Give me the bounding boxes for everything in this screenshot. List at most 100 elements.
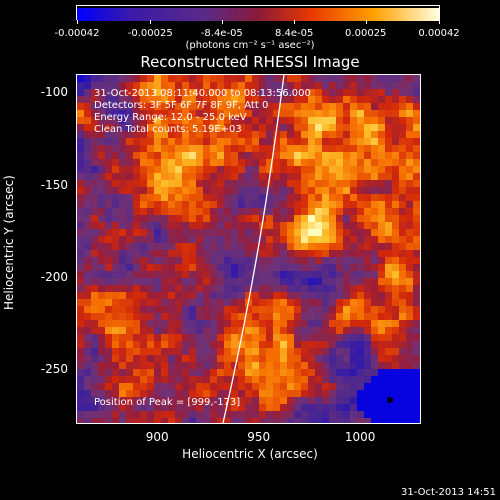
heatmap-cell <box>336 320 343 327</box>
heatmap-cell <box>392 299 399 306</box>
heatmap-cell <box>98 369 105 376</box>
heatmap-cell <box>294 292 301 299</box>
heatmap-cell <box>371 292 378 299</box>
heatmap-cell <box>77 257 84 264</box>
heatmap-cell <box>175 313 182 320</box>
heatmap-cell <box>238 82 245 89</box>
heatmap-cell <box>77 152 84 159</box>
heatmap-cell <box>175 285 182 292</box>
heatmap-cell <box>371 334 378 341</box>
heatmap-cell <box>252 299 259 306</box>
heatmap-cell <box>154 355 161 362</box>
heatmap-cell <box>357 117 364 124</box>
heatmap-cell <box>308 250 315 257</box>
heatmap-cell <box>308 369 315 376</box>
heatmap-cell <box>161 341 168 348</box>
heatmap-cell <box>77 124 84 131</box>
heatmap-cell <box>399 306 406 313</box>
heatmap-cell <box>392 208 399 215</box>
heatmap-cell <box>266 201 273 208</box>
heatmap-cell <box>259 180 266 187</box>
heatmap-cell <box>315 236 322 243</box>
heatmap-cell <box>329 313 336 320</box>
heatmap-cell <box>238 138 245 145</box>
heatmap-cell <box>245 292 252 299</box>
heatmap-cell <box>133 292 140 299</box>
heatmap-cell <box>196 187 203 194</box>
heatmap-cell <box>168 103 175 110</box>
heatmap-cell <box>126 215 133 222</box>
heatmap-cell <box>322 404 329 411</box>
heatmap-cell <box>210 201 217 208</box>
heatmap-cell <box>217 348 224 355</box>
heatmap-cell <box>224 334 231 341</box>
heatmap-cell <box>161 390 168 397</box>
heatmap-cell <box>196 222 203 229</box>
heatmap-cell <box>77 236 84 243</box>
heatmap-cell <box>259 306 266 313</box>
heatmap-cell <box>245 397 252 404</box>
heatmap-cell <box>266 320 273 327</box>
heatmap-cell <box>105 208 112 215</box>
heatmap-cell <box>98 348 105 355</box>
heatmap-cell <box>392 397 399 404</box>
heatmap-cell <box>413 285 420 292</box>
heatmap-cell <box>280 89 287 96</box>
heatmap-cell <box>413 320 420 327</box>
heatmap-cell <box>189 264 196 271</box>
heatmap-cell <box>105 96 112 103</box>
heatmap-cell <box>168 404 175 411</box>
heatmap-cell <box>287 390 294 397</box>
heatmap-cell <box>119 250 126 257</box>
heatmap-cell <box>399 222 406 229</box>
heatmap-cell <box>273 327 280 334</box>
heatmap-cell <box>189 250 196 257</box>
heatmap-cell <box>84 117 91 124</box>
heatmap-cell <box>294 250 301 257</box>
heatmap-cell <box>203 187 210 194</box>
heatmap-cell <box>203 75 210 82</box>
heatmap-cell <box>413 383 420 390</box>
heatmap-cell <box>266 264 273 271</box>
heatmap-cell <box>392 82 399 89</box>
heatmap-cell <box>245 390 252 397</box>
heatmap-cell <box>294 257 301 264</box>
heatmap-cell <box>301 145 308 152</box>
heatmap-cell <box>133 89 140 96</box>
heatmap-cell <box>84 166 91 173</box>
heatmap-cell <box>315 229 322 236</box>
heatmap-cell <box>217 411 224 418</box>
heatmap-cell <box>217 117 224 124</box>
heatmap-cell <box>77 390 84 397</box>
heatmap-cell <box>308 243 315 250</box>
heatmap-cell <box>126 187 133 194</box>
heatmap-cell <box>112 159 119 166</box>
heatmap-cell <box>98 89 105 96</box>
heatmap-cell <box>322 180 329 187</box>
heatmap-cell <box>126 110 133 117</box>
heatmap-cell <box>119 418 126 423</box>
heatmap-cell <box>399 117 406 124</box>
heatmap-cell <box>399 383 406 390</box>
heatmap-cell <box>196 103 203 110</box>
heatmap-cell <box>371 404 378 411</box>
heatmap-cell <box>364 236 371 243</box>
heatmap-cell <box>98 173 105 180</box>
heatmap-cell <box>266 404 273 411</box>
heatmap-cell <box>112 152 119 159</box>
heatmap-cell <box>273 306 280 313</box>
heatmap-cell <box>224 117 231 124</box>
heatmap-cell <box>231 124 238 131</box>
heatmap-cell <box>245 110 252 117</box>
heatmap-cell <box>392 180 399 187</box>
heatmap-cell <box>378 103 385 110</box>
heatmap-cell <box>301 285 308 292</box>
heatmap-cell <box>364 180 371 187</box>
heatmap-cell <box>147 201 154 208</box>
heatmap-cell <box>245 152 252 159</box>
heatmap-cell <box>329 348 336 355</box>
heatmap-cell <box>364 208 371 215</box>
heatmap-cell <box>406 89 413 96</box>
heatmap-cell <box>280 278 287 285</box>
heatmap-cell <box>287 208 294 215</box>
